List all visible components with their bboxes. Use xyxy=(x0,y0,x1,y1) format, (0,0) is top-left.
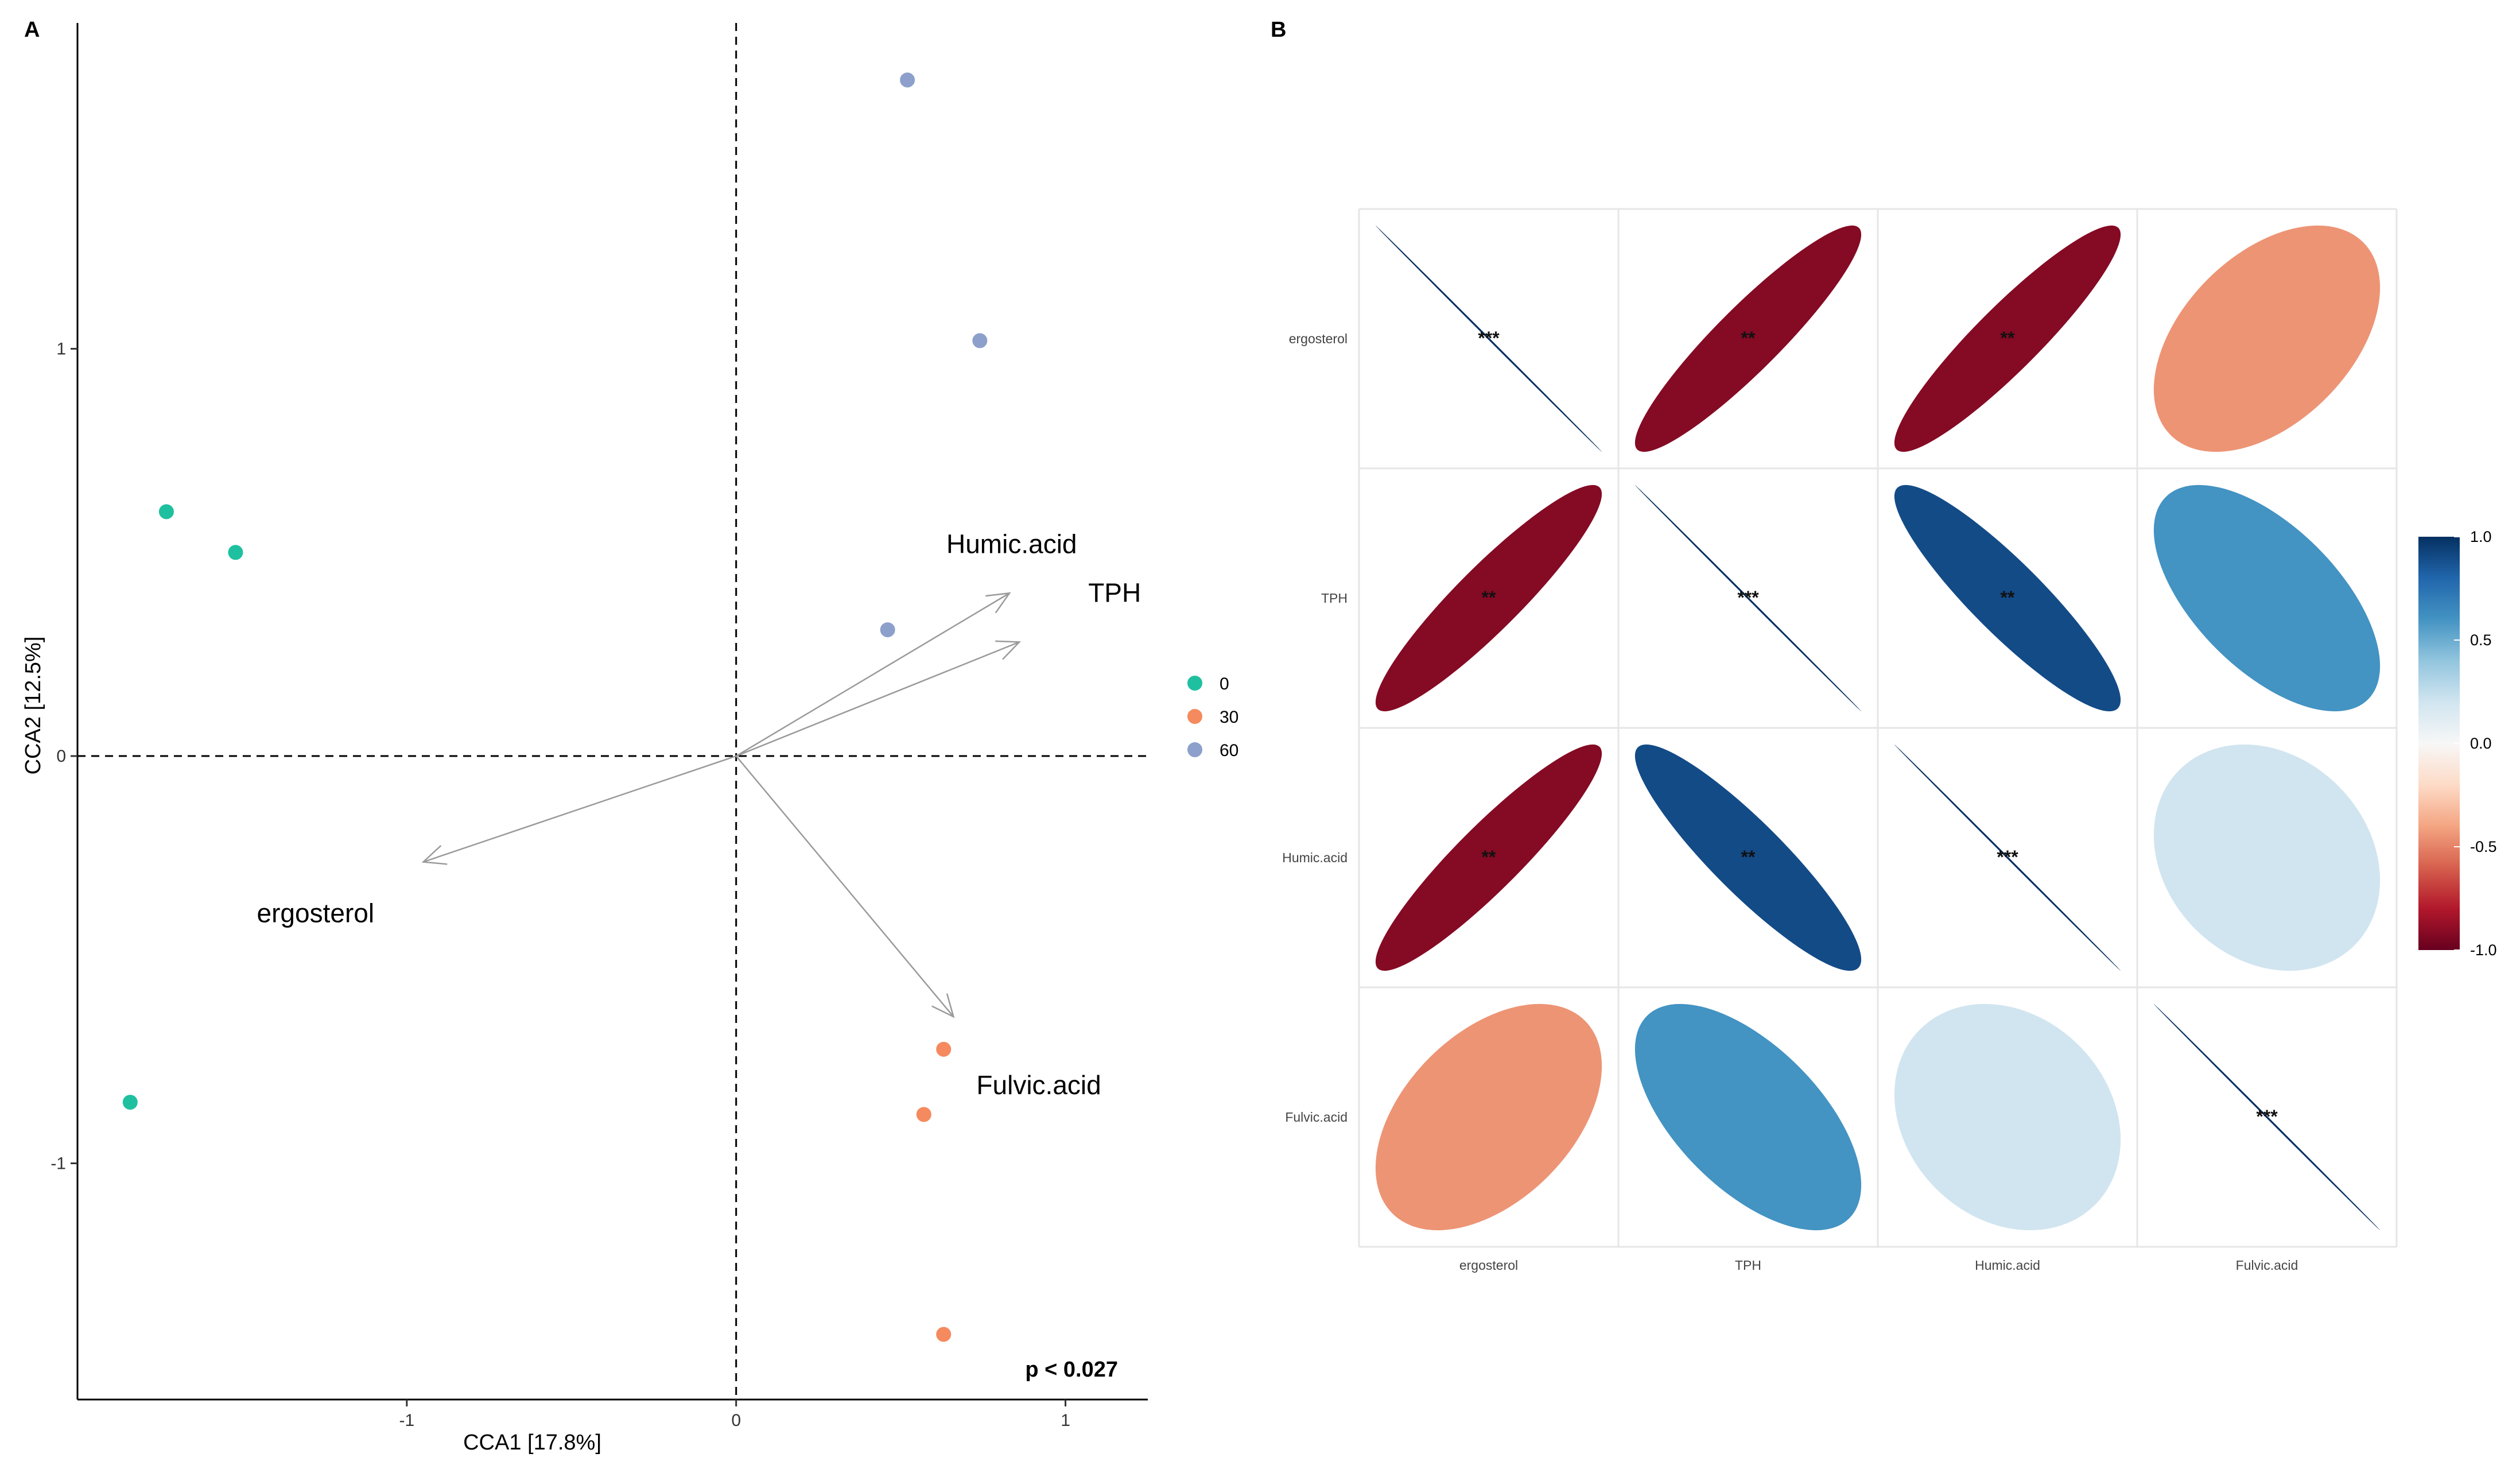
significance-stars: *** xyxy=(1997,847,2018,867)
arrow-head xyxy=(421,845,448,865)
column-label: Fulvic.acid xyxy=(2236,1258,2298,1273)
colorbar-tick-label: -1.0 xyxy=(2470,941,2497,959)
corr-ellipse xyxy=(1375,225,1602,452)
data-point-group-60 xyxy=(879,621,896,639)
cca-labels: Humic.acid TPH ergosterol Fulvic.acid p < 0.… xyxy=(257,529,1141,1382)
cca-arrows xyxy=(421,592,1022,1018)
colorbar-tick-label: -0.5 xyxy=(2470,838,2497,855)
y-tick-label: -1 xyxy=(51,1154,66,1173)
panel-b-label: B xyxy=(1271,18,1286,42)
colorbar-tick-label: 0.5 xyxy=(2470,631,2492,649)
panel-a-label: A xyxy=(24,18,40,42)
cca-reference-lines xyxy=(77,23,1148,1400)
arrow-label: TPH xyxy=(1088,577,1141,607)
p-value-annotation: p < 0.027 xyxy=(1025,1358,1118,1382)
y-tick-label: 0 xyxy=(56,747,66,766)
corr-ellipse xyxy=(1634,225,1862,452)
arrow-head xyxy=(985,592,1011,614)
data-point-group-0 xyxy=(121,1094,139,1111)
colorbar-strip xyxy=(2418,537,2460,950)
arrow-label: Fulvic.acid xyxy=(976,1070,1101,1100)
corr-ellipse xyxy=(1634,744,1862,971)
legend-key-30 xyxy=(1186,708,1203,725)
significance-stars: *** xyxy=(2256,1106,2278,1127)
significance-stars: ** xyxy=(1741,847,1756,867)
corr-ellipse xyxy=(1634,485,1862,712)
row-label: Humic.acid xyxy=(1282,850,1348,865)
data-point-group-0 xyxy=(157,503,175,521)
legend-label-0: 0 xyxy=(1220,675,1229,693)
corr-ellipses xyxy=(1375,225,2381,1231)
corr-ellipse xyxy=(1894,485,2121,712)
colorbar-tick-label: 0.0 xyxy=(2470,735,2492,752)
legend-key-0 xyxy=(1186,675,1203,692)
data-point-group-30 xyxy=(915,1106,933,1123)
corr-ellipse xyxy=(2153,485,2381,712)
cca-axes: -1 0 1 -1 0 1 CCA1 [17.8%] CCA2 [12.5%] xyxy=(21,23,1148,1455)
corr-ellipse xyxy=(2153,744,2381,971)
cca-points xyxy=(121,71,989,1343)
significance-stars: *** xyxy=(1737,587,1759,608)
colorbar-tick-label: 1.0 xyxy=(2470,528,2492,545)
x-axis-title: CCA1 [17.8%] xyxy=(463,1431,601,1455)
data-point-group-30 xyxy=(935,1325,953,1343)
significance-stars: ** xyxy=(1741,328,1756,348)
data-point-group-0 xyxy=(227,544,244,561)
significance-stars: *** xyxy=(1478,328,1500,348)
significance-stars: ** xyxy=(2001,328,2015,348)
corr-ellipse xyxy=(1634,1003,1862,1231)
arrow-label: ergosterol xyxy=(257,898,375,928)
column-label: TPH xyxy=(1735,1258,1761,1273)
cca-legend: 0 30 60 xyxy=(1186,675,1238,760)
column-label: Humic.acid xyxy=(1975,1258,2040,1273)
corr-labels: *** ** **** *** **** ** ******ergosterolergost… xyxy=(1282,328,2298,1273)
data-point-group-60 xyxy=(899,71,917,89)
arrow-line xyxy=(423,755,737,863)
significance-stars: ** xyxy=(1482,847,1496,867)
corr-ellipse xyxy=(2153,225,2381,452)
x-tick-label: 1 xyxy=(1061,1411,1070,1430)
row-label: TPH xyxy=(1321,591,1348,606)
corr-ellipse xyxy=(1894,225,2121,452)
row-label: ergosterol xyxy=(1289,331,1348,346)
x-tick-label: 0 xyxy=(731,1411,741,1430)
corr-ellipse xyxy=(1375,485,1602,712)
corr-ellipse xyxy=(1375,744,1602,971)
correlation-matrix: *** ** **** *** **** ** ******ergosterolergost… xyxy=(1282,208,2497,1273)
data-point-group-30 xyxy=(935,1040,953,1058)
arrow-line xyxy=(735,755,954,1017)
y-axis-title: CCA2 [12.5%] xyxy=(21,637,45,775)
data-point-group-60 xyxy=(971,332,989,350)
legend-label-30: 30 xyxy=(1220,708,1238,727)
row-label: Fulvic.acid xyxy=(1285,1110,1348,1125)
corr-grid xyxy=(1358,208,2398,1248)
corr-colorbar: 1.0 0.5 0.0 -0.5 -1.0 xyxy=(2418,528,2497,959)
x-tick-label: -1 xyxy=(399,1411,415,1430)
arrow-line xyxy=(736,592,1010,757)
significance-stars: ** xyxy=(1482,587,1496,608)
arrow-line xyxy=(736,641,1020,757)
y-tick-label: 1 xyxy=(56,340,66,359)
legend-key-60 xyxy=(1186,741,1203,758)
corr-ellipse xyxy=(1894,744,2121,971)
column-label: ergosterol xyxy=(1459,1258,1518,1273)
corr-ellipse xyxy=(2153,1003,2381,1231)
corr-ellipse xyxy=(1894,1003,2121,1231)
cca-biplot: -1 0 1 -1 0 1 CCA1 [17.8%] CCA2 [12.5%] Humic.a… xyxy=(21,23,1238,1455)
arrow-label: Humic.acid xyxy=(946,529,1077,559)
arrow-head xyxy=(931,993,955,1018)
significance-stars: ** xyxy=(2001,587,2015,608)
legend-label-60: 60 xyxy=(1220,741,1238,760)
corr-ellipse xyxy=(1375,1003,1602,1231)
arrow-head xyxy=(995,640,1022,660)
